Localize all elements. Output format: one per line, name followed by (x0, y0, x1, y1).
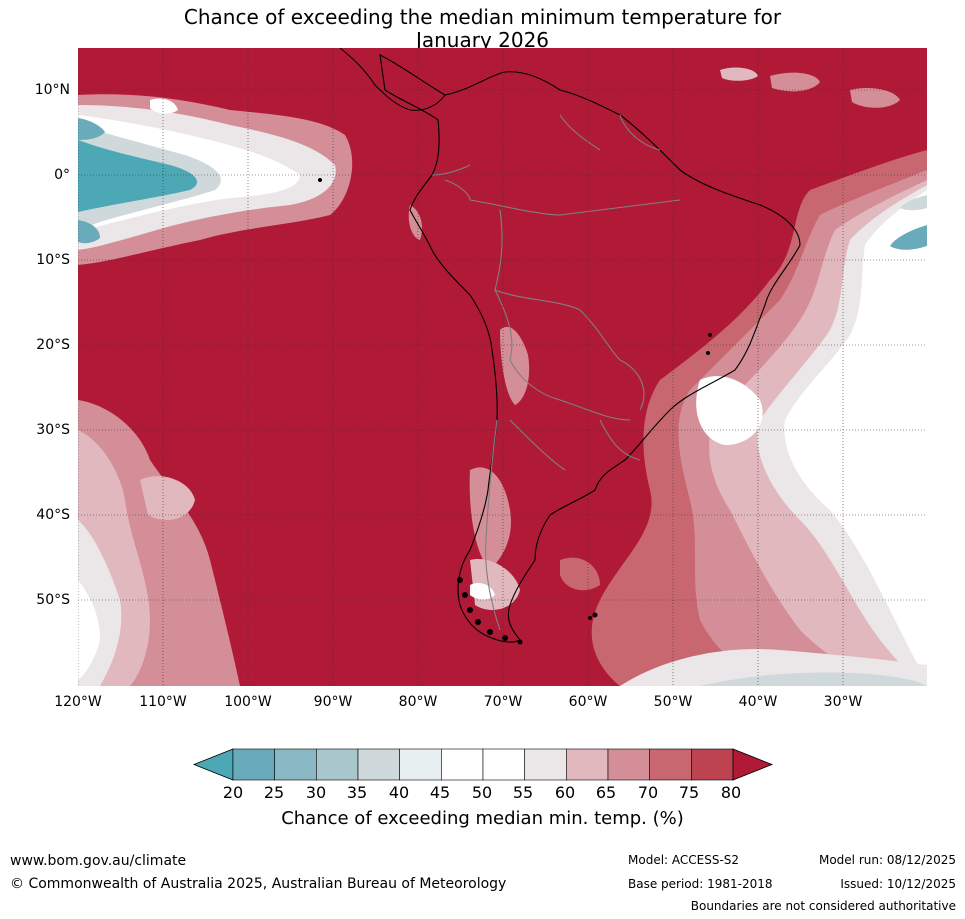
colorbar-tick-60: 60 (554, 783, 576, 802)
lat-label-30s: 30°S (36, 422, 70, 438)
pacific-equatorial-anomaly (78, 94, 353, 265)
map-title-line1: Chance of exceeding the median minimum t… (183, 5, 782, 29)
lon-label-50w: 50°W (653, 694, 693, 710)
patagonia-islands (318, 178, 712, 645)
colorbar-swatch (649, 748, 692, 781)
colorbar-tick-35: 35 (346, 783, 368, 802)
lon-label-30w: 30°W (823, 694, 863, 710)
colorbar-extend-high (732, 748, 774, 781)
lon-label-120w: 120°W (54, 694, 102, 710)
lat-label-40s: 40°S (36, 507, 70, 523)
colorbar-swatch (482, 748, 525, 781)
colorbar-tick-80: 80 (720, 783, 742, 802)
lon-label-40w: 40°W (738, 694, 778, 710)
colorbar-tick-30: 30 (305, 783, 327, 802)
colorbar-tick-55: 55 (512, 783, 534, 802)
footer-boundary-note: Boundaries are not considered authoritat… (690, 899, 956, 913)
colorbar-tick-25: 25 (263, 783, 285, 802)
south-america-outline (379, 54, 801, 643)
lat-label-50s: 50°S (36, 592, 70, 608)
footer-model: Model: ACCESS-S2 (628, 853, 740, 867)
footer-issued: Issued: 10/12/2025 (840, 877, 956, 891)
lon-label-110w: 110°W (139, 694, 187, 710)
atlantic-anomaly (591, 67, 927, 686)
colorbar-swatch (441, 748, 484, 781)
colorbar-tick-65: 65 (595, 783, 617, 802)
lat-label-10s: 10°S (36, 252, 70, 268)
colorbar-swatch (691, 748, 734, 781)
lat-label-20s: 20°S (36, 337, 70, 353)
colorbar-tick-75: 75 (678, 783, 700, 802)
country-borders (431, 114, 681, 631)
footer-copyright: © Commonwealth of Australia 2025, Austra… (10, 876, 507, 892)
colorbar-swatch (232, 748, 275, 781)
colorbar-extend-low (192, 748, 234, 781)
colorbar-swatch (524, 748, 567, 781)
colorbar-tick-70: 70 (637, 783, 659, 802)
graticule (78, 48, 927, 686)
colorbar-label: Chance of exceeding median min. temp. (%… (281, 808, 684, 829)
colorbar-swatch (566, 748, 609, 781)
colorbar-swatch (607, 748, 650, 781)
colorbar-swatch (399, 748, 442, 781)
lon-label-60w: 60°W (568, 694, 608, 710)
colorbar-tick-50: 50 (471, 783, 493, 802)
lon-label-90w: 90°W (313, 694, 353, 710)
south-pacific-anomaly (78, 400, 240, 686)
colorbar-swatch (357, 748, 400, 781)
footer-url: www.bom.gov.au/climate (10, 853, 187, 869)
footer-model-run: Model run: 08/12/2025 (818, 853, 956, 867)
colorbar-swatch (274, 748, 317, 781)
lon-label-100w: 100°W (224, 694, 272, 710)
colorbar-tick-40: 40 (388, 783, 410, 802)
colorbar-tick-45: 45 (429, 783, 451, 802)
lon-label-70w: 70°W (483, 694, 523, 710)
central-america-outline (339, 48, 446, 111)
lon-label-80w: 80°W (398, 694, 438, 710)
lat-label-10n: 10°N (34, 82, 70, 98)
colorbar-swatch (316, 748, 359, 781)
lat-label-0: 0° (54, 167, 70, 183)
colorbar-tick-20: 20 (222, 783, 244, 802)
footer-base-period: Base period: 1981-2018 (628, 877, 773, 891)
